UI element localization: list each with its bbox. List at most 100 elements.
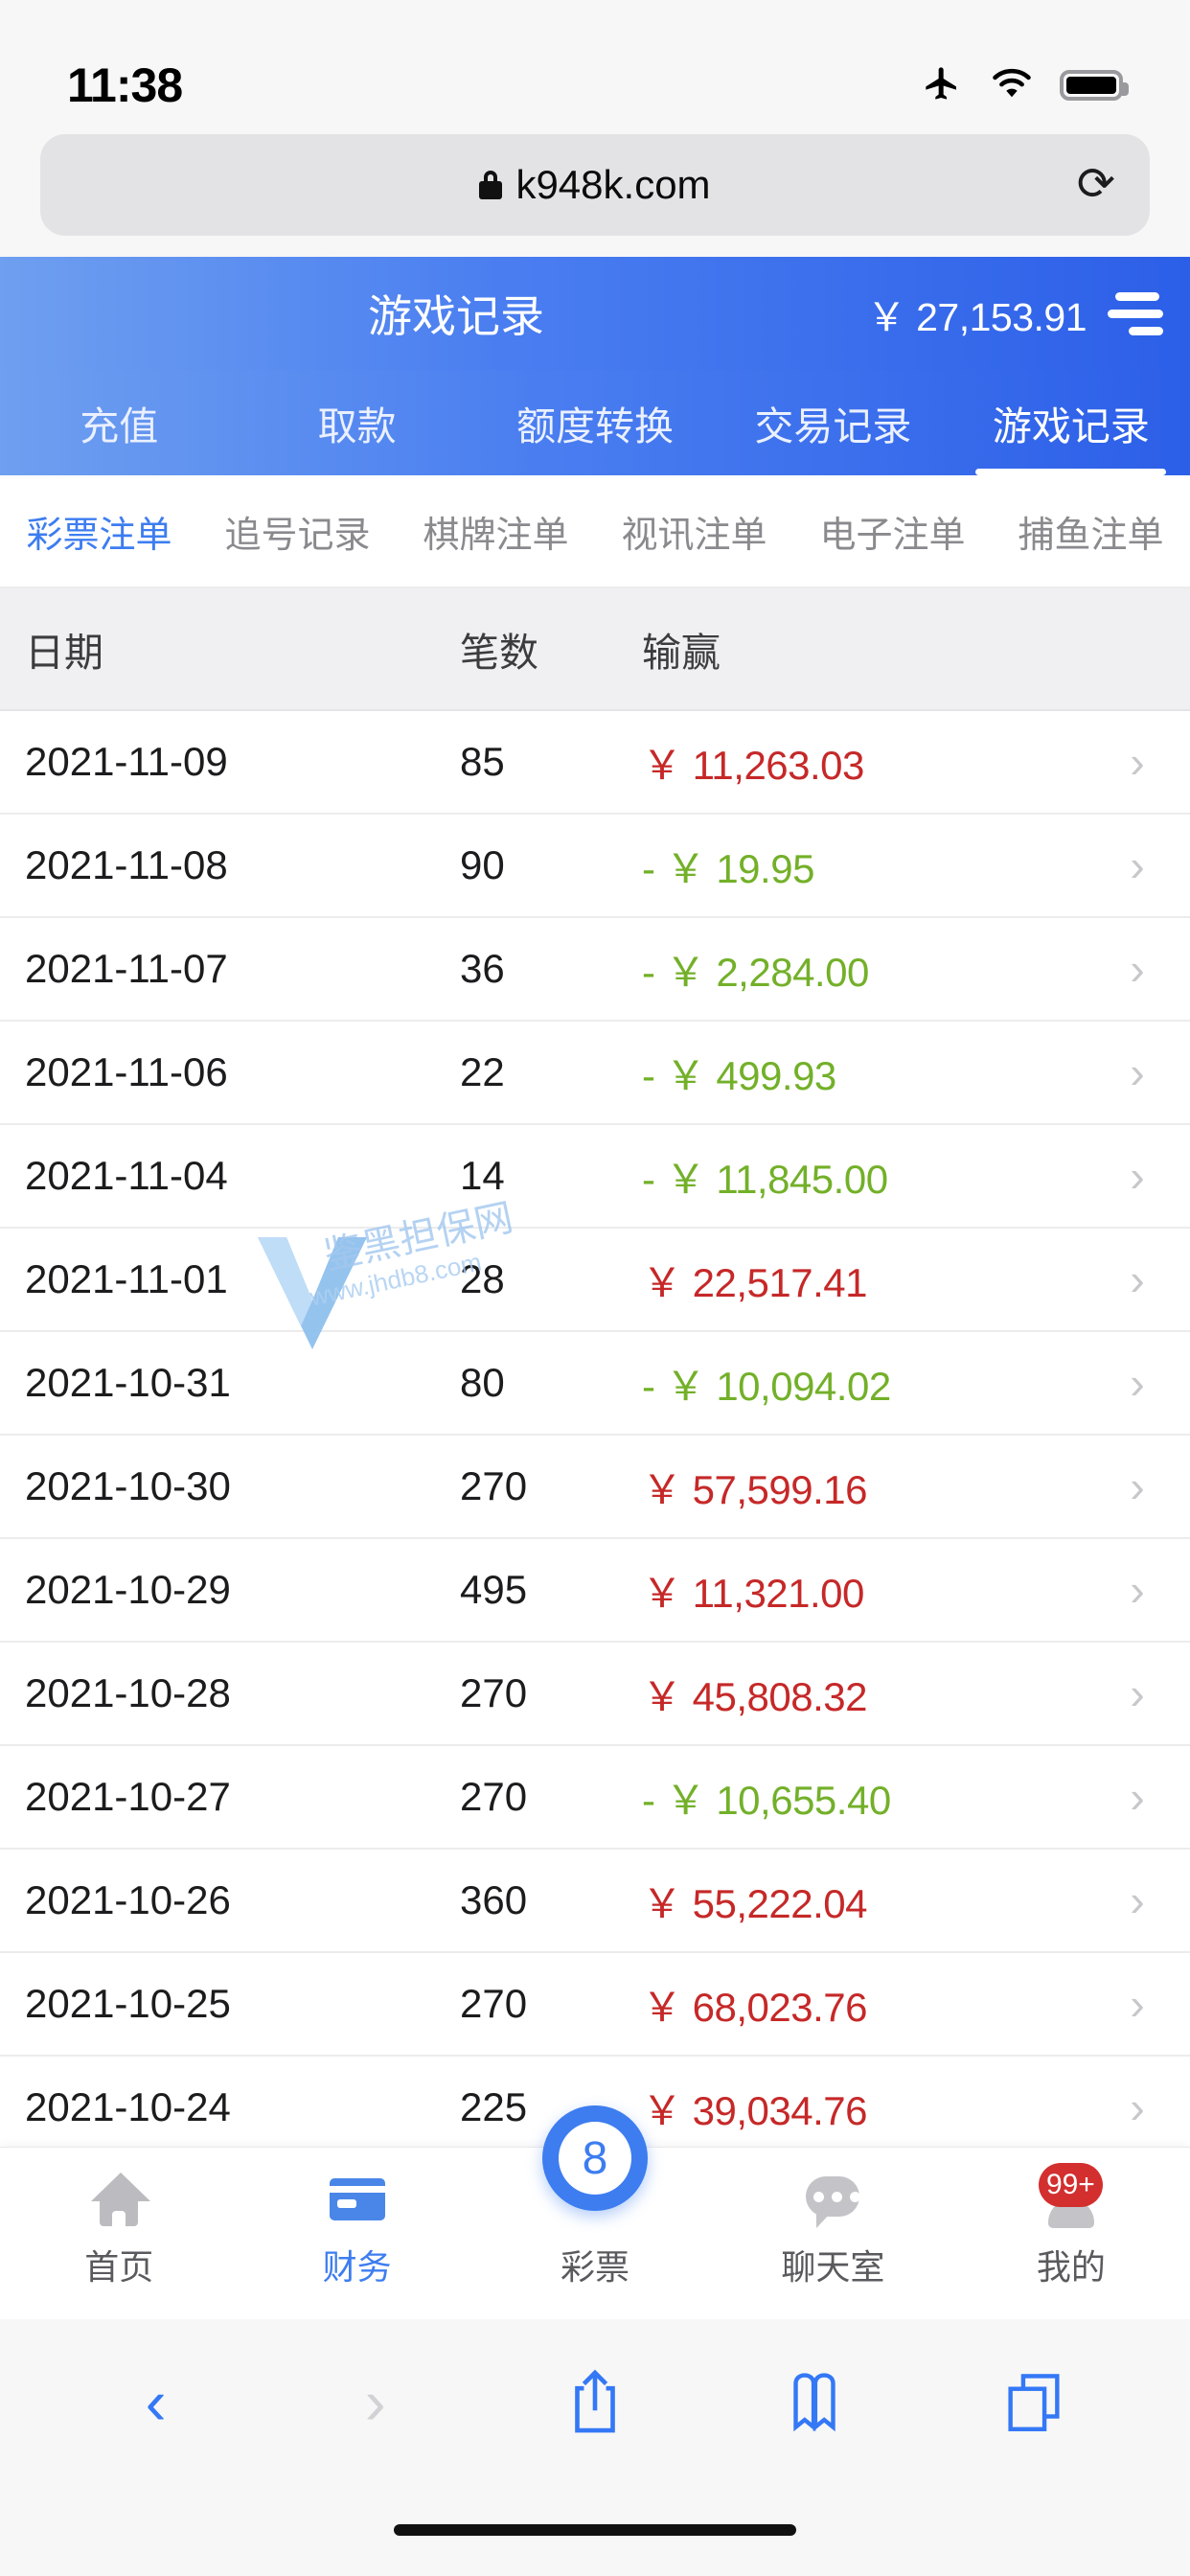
home-indicator[interactable]: [394, 2524, 796, 2536]
tab-withdraw[interactable]: 取款: [317, 404, 397, 448]
cell-count: 225: [460, 2084, 528, 2129]
chevron-right-icon[interactable]: ›: [1130, 1047, 1145, 1097]
chevron-right-icon[interactable]: ›: [1130, 1461, 1145, 1511]
app-bottom-tabbar: 首页 财务 8 彩票 聊天室 99+ 我的: [0, 2105, 1190, 2319]
safari-toolbar: ‹ ›: [0, 2319, 1190, 2484]
column-header-profit: 输赢: [642, 631, 721, 675]
home-indicator-area: [0, 2484, 1190, 2576]
cell-count: 36: [460, 946, 505, 991]
home-icon: [89, 2169, 151, 2228]
browser-urlbar-container: k948k.com ⟳: [0, 134, 1190, 257]
cell-count: 85: [460, 739, 505, 784]
cell-profit-loss: ￥ 57,599.16: [642, 1466, 868, 1512]
table-row[interactable]: 2021-10-25 270 ￥ 68,023.76 ›: [0, 1953, 1190, 2057]
lock-icon: [479, 171, 503, 199]
tabbar-item-finance[interactable]: 财务: [238, 2148, 475, 2289]
airplane-mode-icon: [920, 64, 964, 107]
cell-count: 270: [460, 1463, 528, 1508]
chevron-right-icon[interactable]: ›: [1130, 944, 1145, 994]
chevron-right-icon[interactable]: ›: [1130, 1772, 1145, 1822]
chevron-right-icon[interactable]: ›: [1130, 1979, 1145, 2029]
subtab-lottery-bets[interactable]: 彩票注单: [26, 515, 172, 556]
cell-profit-loss: ￥ 11,321.00: [642, 1570, 864, 1616]
cell-date: 2021-10-29: [25, 1567, 231, 1612]
book-icon[interactable]: [757, 2344, 872, 2459]
tab-transfer[interactable]: 额度转换: [516, 404, 675, 448]
tabbar-label-lottery: 彩票: [561, 2247, 630, 2287]
cell-profit-loss: ￥ 45,808.32: [642, 1673, 868, 1719]
cell-count: 22: [460, 1049, 505, 1094]
table-row[interactable]: 2021-11-07 36 - ￥ 2,284.00 ›: [0, 918, 1190, 1022]
lottery-ball-number: 8: [559, 2122, 632, 2195]
cell-profit-loss: ￥ 39,034.76: [642, 2087, 868, 2133]
cell-profit-loss: - ￥ 499.93: [642, 1052, 836, 1098]
cell-date: 2021-10-24: [25, 2084, 231, 2129]
address-bar[interactable]: k948k.com ⟳: [40, 134, 1150, 236]
chevron-right-icon[interactable]: ›: [1130, 737, 1145, 787]
table-row[interactable]: 2021-11-06 22 - ￥ 499.93 ›: [0, 1022, 1190, 1125]
table-row[interactable]: 2021-11-08 90 - ￥ 19.95 ›: [0, 815, 1190, 918]
cell-count: 90: [460, 842, 505, 887]
cell-date: 2021-10-27: [25, 1774, 231, 1819]
cell-profit-loss: - ￥ 19.95: [642, 845, 814, 891]
chevron-right-icon[interactable]: ›: [1130, 840, 1145, 890]
tab-game-records[interactable]: 游戏记录: [952, 370, 1190, 475]
tabs-icon[interactable]: [976, 2344, 1091, 2459]
cell-date: 2021-11-04: [25, 1153, 228, 1198]
cell-date: 2021-10-25: [25, 1981, 231, 2026]
chevron-right-icon[interactable]: ›: [1130, 1254, 1145, 1304]
table-row[interactable]: 2021-10-30 270 ￥ 57,599.16 ›: [0, 1436, 1190, 1539]
cell-count: 28: [460, 1256, 505, 1301]
tabbar-item-lottery[interactable]: 8 彩票: [476, 2105, 714, 2289]
primary-nav-tabs: 充值 取款 额度转换 交易记录 游戏记录: [0, 370, 1190, 475]
subtab-chase-records[interactable]: 追号记录: [224, 515, 371, 556]
cell-date: 2021-11-07: [25, 946, 228, 991]
reload-icon[interactable]: ⟳: [1076, 159, 1115, 210]
lottery-ball-icon[interactable]: 8: [542, 2105, 649, 2211]
tab-recharge[interactable]: 充值: [80, 404, 159, 448]
table-row[interactable]: 2021-10-29 495 ￥ 11,321.00 ›: [0, 1539, 1190, 1643]
tabbar-label-home: 首页: [84, 2247, 154, 2287]
subtab-live-bets[interactable]: 视讯注单: [621, 515, 767, 556]
header-right-group: ￥ 27,153.91: [867, 285, 1190, 342]
subtab-slots-bets[interactable]: 电子注单: [819, 515, 966, 556]
table-row[interactable]: 2021-11-01 28 ￥ 22,517.41 ›: [0, 1229, 1190, 1332]
cell-profit-loss: - ￥ 10,094.02: [642, 1363, 891, 1409]
records-table-body: 2021-11-09 85 ￥ 11,263.03 › 2021-11-08 90 - ￥ …: [0, 711, 1190, 2160]
tabbar-label-finance: 财务: [322, 2247, 392, 2287]
url-text: k948k.com: [515, 162, 711, 207]
column-header-date: 日期: [25, 631, 103, 675]
back-chevron-icon[interactable]: ‹: [145, 2366, 167, 2437]
status-icon-group: [920, 64, 1129, 107]
tabbar-item-chatroom[interactable]: 聊天室: [714, 2148, 951, 2289]
cell-count: 495: [460, 1567, 528, 1612]
share-icon[interactable]: [538, 2344, 652, 2459]
tab-transactions[interactable]: 交易记录: [754, 404, 912, 448]
ios-status-bar: 11:38: [0, 0, 1190, 134]
cell-profit-loss: ￥ 68,023.76: [642, 1984, 868, 2030]
url-display[interactable]: k948k.com: [479, 162, 711, 208]
chevron-right-icon[interactable]: ›: [1130, 1875, 1145, 1925]
tabbar-item-mine[interactable]: 99+ 我的: [952, 2148, 1190, 2289]
subtab-fishing-bets[interactable]: 捕鱼注单: [1018, 515, 1164, 556]
chevron-right-icon[interactable]: ›: [1130, 1668, 1145, 1718]
table-header-row: 日期 笔数 输赢: [0, 588, 1190, 711]
table-row[interactable]: 2021-10-27 270 - ￥ 10,655.40 ›: [0, 1746, 1190, 1850]
chevron-right-icon[interactable]: ›: [1130, 1565, 1145, 1615]
chevron-right-icon[interactable]: ›: [1130, 1358, 1145, 1408]
chevron-right-icon[interactable]: ›: [1130, 2082, 1145, 2132]
table-row[interactable]: 2021-10-28 270 ￥ 45,808.32 ›: [0, 1643, 1190, 1746]
cell-date: 2021-11-09: [25, 739, 228, 784]
cell-count: 270: [460, 1670, 528, 1715]
table-row[interactable]: 2021-10-31 80 - ￥ 10,094.02 ›: [0, 1332, 1190, 1436]
table-row[interactable]: 2021-11-09 85 ￥ 11,263.03 ›: [0, 711, 1190, 815]
tabbar-label-chatroom: 聊天室: [781, 2247, 885, 2287]
table-row[interactable]: 2021-10-26 360 ￥ 55,222.04 ›: [0, 1850, 1190, 1953]
chevron-right-icon[interactable]: ›: [1130, 1151, 1145, 1201]
status-time: 11:38: [67, 58, 183, 112]
subtab-card-bets[interactable]: 棋牌注单: [423, 515, 569, 556]
hamburger-menu-icon[interactable]: [1108, 291, 1163, 335]
table-row[interactable]: 2021-11-04 14 - ￥ 11,845.00 ›: [0, 1125, 1190, 1229]
tabbar-item-home[interactable]: 首页: [0, 2148, 238, 2289]
column-header-count: 笔数: [460, 631, 538, 675]
